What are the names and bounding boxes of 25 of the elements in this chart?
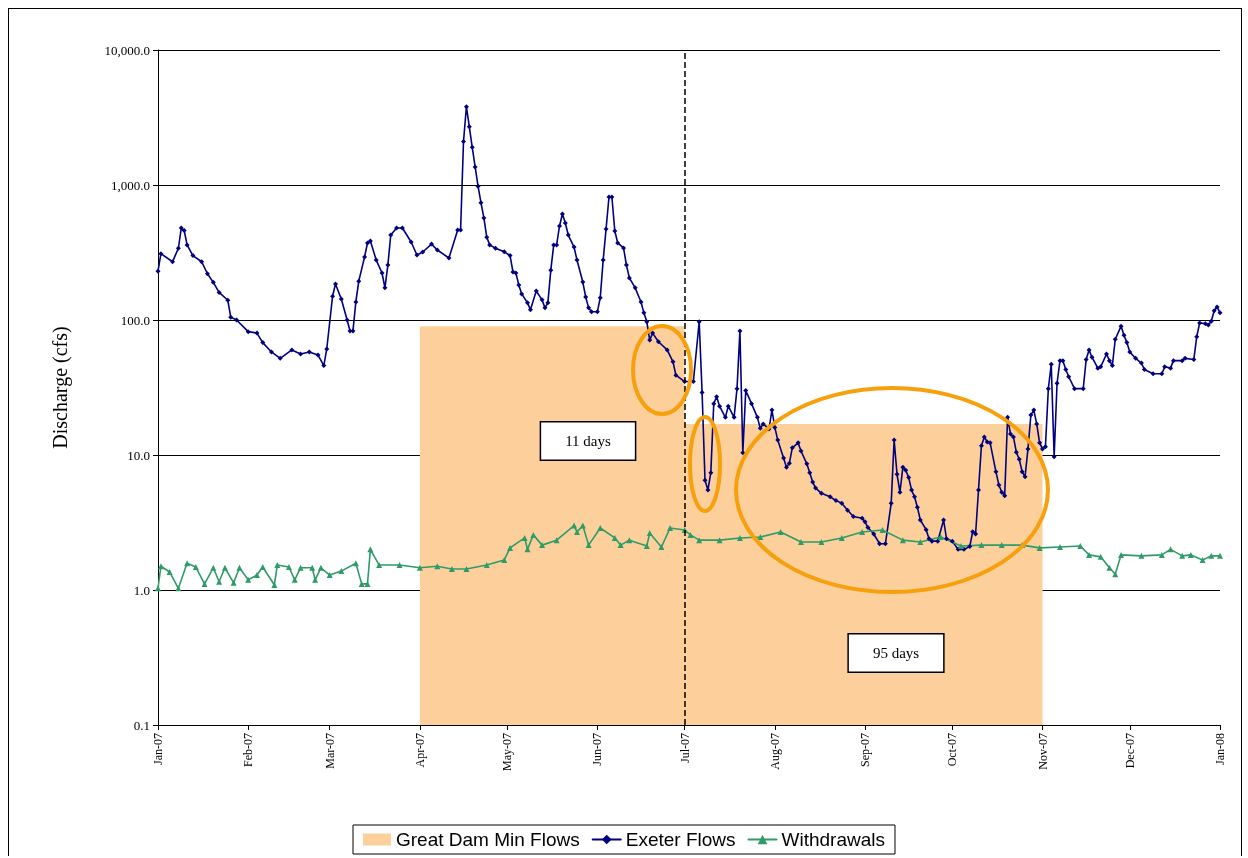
legend-label: Withdrawals: [781, 829, 885, 850]
legend-label: Exeter Flows: [625, 829, 736, 850]
x-tick-label: Apr-07: [412, 733, 427, 768]
y-tick-label: 0.1: [133, 717, 150, 733]
annotation: 95 days: [872, 645, 920, 661]
y-tick-label: 100.0: [120, 312, 150, 328]
y-tick-label: 10.0: [127, 447, 150, 463]
y-tick-label: 1.0: [133, 582, 150, 598]
y-tick-label: 1,000.0: [111, 177, 150, 193]
x-tick-label: Sep-07: [858, 733, 873, 767]
legend-label: Great Dam Min Flows: [396, 829, 580, 850]
x-tick-label: Mar-07: [322, 733, 337, 769]
x-tick-label: Jan-07: [151, 733, 165, 765]
x-tick-label: Jun-07: [590, 733, 605, 766]
x-tick-label: May-07: [500, 733, 515, 771]
x-tick-label: Feb-07: [241, 733, 256, 767]
x-tick-label: Dec-07: [1122, 733, 1137, 769]
x-tick-label: Jul-07: [677, 733, 692, 763]
x-tick-label: Jan-08: [1213, 733, 1227, 765]
y-tick-label: 10,000.0: [104, 42, 150, 58]
x-tick-label: Aug-07: [767, 733, 782, 770]
x-tick-label: Nov-07: [1035, 733, 1050, 770]
x-tick-label: Oct-07: [945, 733, 960, 767]
y-axis-title: Discharge (cfs): [49, 326, 72, 449]
annotation: 11 days: [565, 433, 611, 449]
